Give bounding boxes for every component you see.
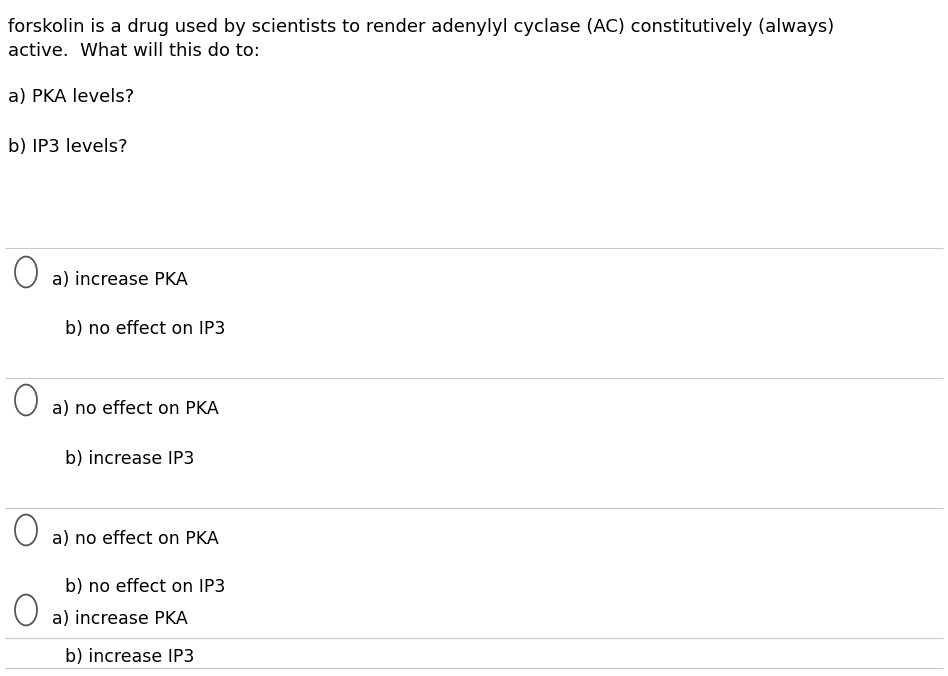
Text: a) PKA levels?: a) PKA levels? [8, 88, 135, 106]
Text: b) no effect on IP3: b) no effect on IP3 [65, 578, 226, 596]
Text: b) increase IP3: b) increase IP3 [65, 648, 194, 666]
Text: a) increase PKA: a) increase PKA [52, 610, 188, 628]
Text: b) no effect on IP3: b) no effect on IP3 [65, 320, 226, 338]
Text: forskolin is a drug used by scientists to render adenylyl cyclase (AC) constitut: forskolin is a drug used by scientists t… [8, 18, 834, 36]
Text: b) increase IP3: b) increase IP3 [65, 450, 194, 468]
Text: a) no effect on PKA: a) no effect on PKA [52, 400, 219, 418]
Text: a) no effect on PKA: a) no effect on PKA [52, 530, 219, 548]
Text: b) IP3 levels?: b) IP3 levels? [8, 138, 128, 156]
Text: active.  What will this do to:: active. What will this do to: [8, 42, 260, 60]
Text: a) increase PKA: a) increase PKA [52, 271, 188, 289]
